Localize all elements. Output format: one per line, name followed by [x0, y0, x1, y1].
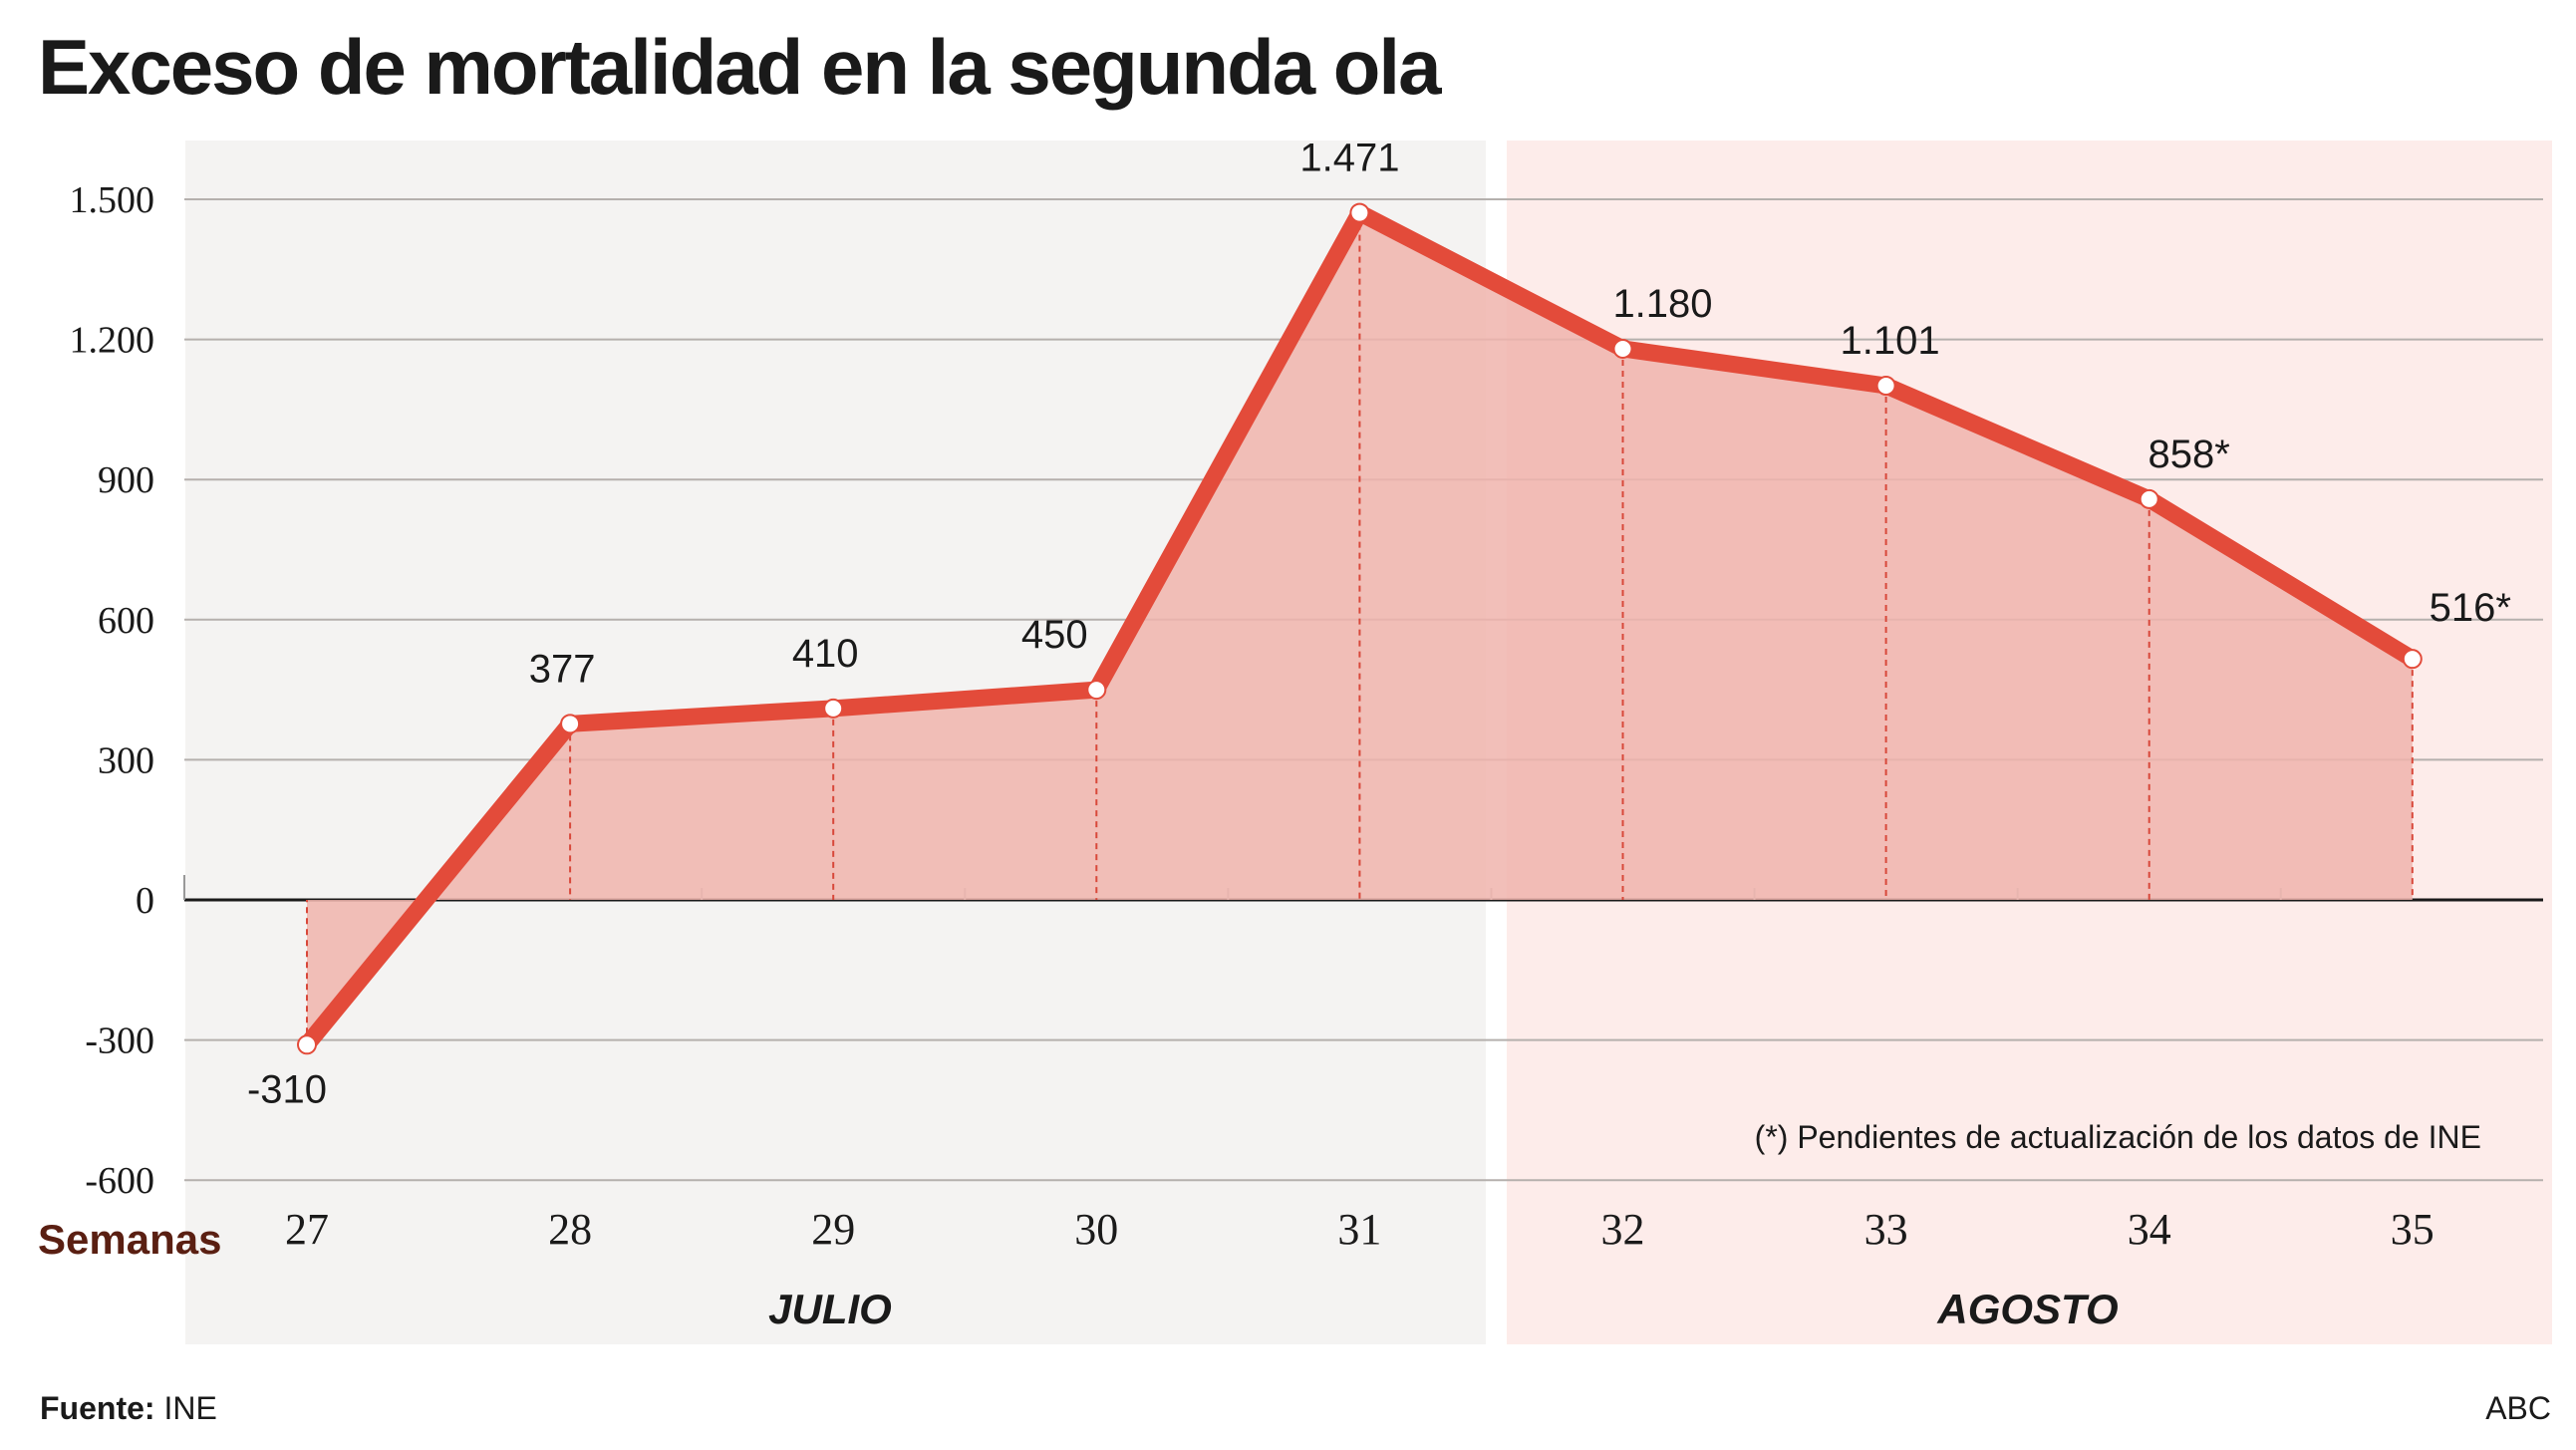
source: Fuente: INE: [40, 1390, 217, 1427]
y-axis-ticks: 1.500 1.200 900 600 300 0 -300 -600: [70, 179, 155, 1202]
data-point-week-29: [823, 698, 844, 719]
period-label-agosto: AGOSTO: [1936, 1286, 2118, 1332]
data-point-week-35: [2402, 649, 2423, 670]
data-label-week-28: 377: [529, 647, 596, 691]
x-tick-label: 28: [548, 1205, 592, 1254]
x-tick-label: 30: [1074, 1205, 1118, 1254]
x-tick-label: 35: [2391, 1205, 2434, 1254]
x-axis-ticks: 27 28 29 30 31 32 33 34 35: [285, 1205, 2434, 1254]
data-point-week-33: [1875, 375, 1896, 396]
data-label-week-33: 1.101: [1841, 319, 1940, 363]
data-point-week-27: [297, 1034, 317, 1055]
data-point-week-34: [2139, 488, 2159, 509]
y-tick-label: 1.200: [70, 320, 155, 362]
data-point-week-31: [1349, 202, 1370, 223]
x-tick-label: 29: [811, 1205, 855, 1254]
x-tick-label: 27: [285, 1205, 329, 1254]
data-point-week-28: [560, 714, 581, 734]
data-label-week-27: -310: [247, 1067, 327, 1111]
data-labels: -310 377 410 450 1.471 1.180 1.101 858* 516*: [247, 137, 2511, 1112]
y-tick-label: 1.500: [70, 179, 155, 221]
data-label-week-32: 1.180: [1612, 282, 1712, 326]
drop-lines: [306, 212, 2414, 1045]
credit: ABC: [2485, 1390, 2551, 1426]
data-label-week-30: 450: [1021, 613, 1088, 657]
y-tick-label: 600: [98, 600, 154, 642]
y-tick-label: 0: [136, 880, 154, 922]
y-tick-label: -600: [85, 1160, 154, 1202]
y-tick-label: 900: [98, 459, 154, 501]
y-tick-label: 300: [98, 739, 154, 781]
period-label-julio: JULIO: [768, 1286, 892, 1332]
data-points: [297, 202, 2423, 1055]
data-label-week-31: 1.471: [1299, 137, 1399, 180]
footnote: (*) Pendientes de actualización de los d…: [1755, 1119, 2481, 1155]
data-label-week-29: 410: [792, 632, 859, 676]
source-label: Fuente:: [40, 1390, 155, 1426]
period-labels: JULIO AGOSTO: [768, 1286, 2118, 1332]
y-tick-label: -300: [85, 1020, 154, 1062]
x-tick-label: 33: [1864, 1205, 1908, 1254]
x-tick-label: 32: [1601, 1205, 1645, 1254]
data-point-week-32: [1612, 338, 1633, 359]
x-axis-title: Semanas: [38, 1216, 221, 1263]
source-value: INE: [163, 1390, 217, 1426]
data-label-week-35: 516*: [2430, 586, 2511, 630]
chart-title: Exceso de mortalidad en la segunda ola: [38, 23, 1441, 111]
x-tick-label: 31: [1337, 1205, 1381, 1254]
x-tick-label: 34: [2128, 1205, 2171, 1254]
data-point-week-30: [1086, 680, 1107, 701]
data-label-week-34: 858*: [2148, 433, 2230, 476]
